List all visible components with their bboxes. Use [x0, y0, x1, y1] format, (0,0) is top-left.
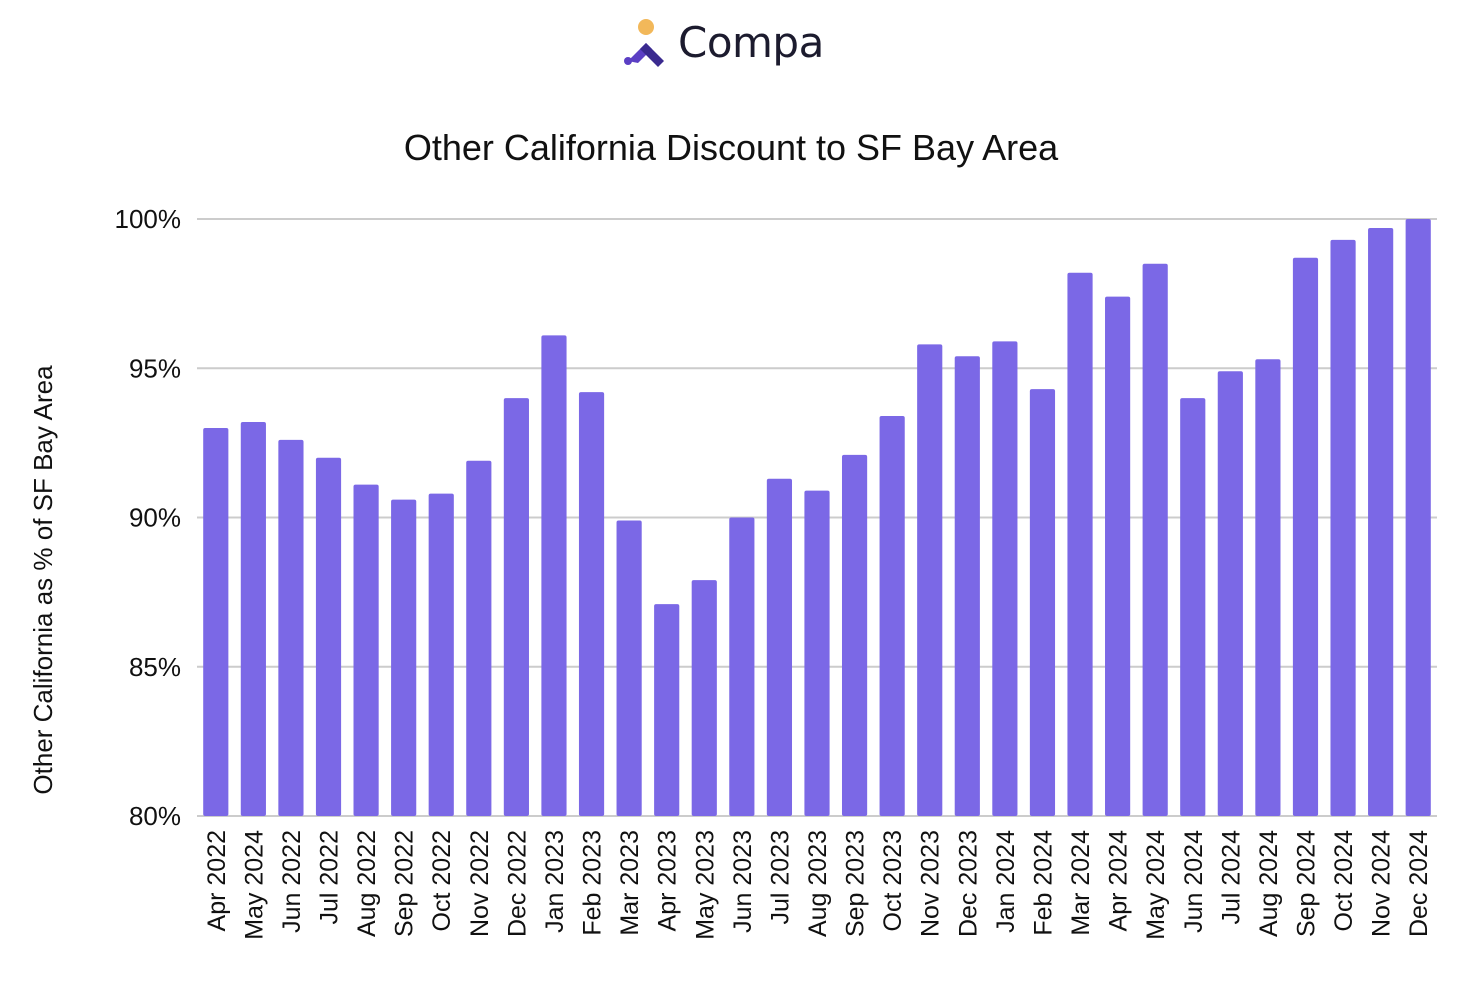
bar: [1330, 239, 1356, 816]
x-tick-label: Nov 2024: [1368, 830, 1396, 937]
x-tick-label: Feb 2024: [1029, 830, 1057, 936]
y-tick-label: 90%: [129, 503, 181, 533]
x-tick-label: Feb 2023: [579, 830, 607, 936]
x-tick-label: Aug 2022: [353, 830, 381, 937]
x-tick-label: Oct 2022: [428, 830, 456, 931]
bar: [729, 517, 755, 816]
bar: [353, 484, 379, 816]
y-tick-label: 95%: [129, 353, 181, 383]
x-tick-label: May 2024: [1142, 830, 1170, 940]
x-tick-label: Jun 2024: [1180, 830, 1208, 933]
x-tick-label: Jul 2023: [766, 830, 794, 925]
bar: [1217, 371, 1243, 816]
chart-title: Other California Discount to SF Bay Area: [404, 127, 1059, 168]
bar: [391, 499, 417, 816]
x-tick-label: Sep 2022: [391, 830, 419, 937]
bar: [1029, 389, 1056, 816]
bar: [240, 421, 266, 816]
bar: [766, 478, 793, 816]
bar: [428, 493, 454, 816]
x-tick-label: Mar 2023: [616, 830, 644, 936]
bar: [917, 344, 943, 816]
compa-logo-icon: [624, 19, 664, 67]
bar: [203, 427, 229, 816]
bar: [1067, 272, 1093, 817]
x-tick-label: May 2023: [691, 830, 719, 940]
x-tick-label: Jun 2023: [729, 830, 757, 933]
x-tick-label: Sep 2024: [1292, 830, 1320, 937]
bar: [503, 398, 529, 816]
bar: [1292, 257, 1319, 816]
y-axis-ticks: 80% 85% 90% 95% 100%: [115, 204, 182, 831]
x-tick-label: Apr 2023: [654, 830, 682, 931]
bars: [203, 219, 1431, 817]
y-axis-label: Other California as % of SF Bay Area: [28, 365, 58, 795]
x-tick-label: Jun 2022: [278, 830, 306, 933]
bar: [1255, 359, 1281, 816]
x-tick-label: Apr 2024: [1105, 830, 1133, 932]
bar: [1142, 263, 1168, 816]
x-tick-label: Oct 2023: [879, 830, 907, 931]
x-tick-label: Aug 2024: [1255, 830, 1283, 937]
bar: [466, 460, 492, 816]
bar: [691, 580, 717, 816]
x-tick-label: Mar 2024: [1067, 830, 1095, 936]
brand-name: Compa: [678, 17, 824, 67]
x-tick-label: Jan 2023: [541, 830, 569, 933]
y-tick-label: 85%: [129, 652, 181, 682]
bar: [1368, 227, 1394, 816]
bar: [315, 457, 342, 816]
bar: [1105, 296, 1131, 816]
x-tick-label: Dec 2024: [1405, 830, 1433, 937]
bar: [879, 416, 905, 816]
bar: [992, 341, 1018, 816]
bar: [578, 392, 605, 816]
x-tick-label: Dec 2022: [503, 830, 531, 937]
x-tick-label: Aug 2023: [804, 830, 832, 937]
bar: [1405, 219, 1431, 816]
bar: [616, 520, 642, 816]
bar: [954, 356, 980, 816]
bar: [804, 490, 830, 816]
y-tick-label: 100%: [115, 204, 182, 234]
bar: [841, 454, 868, 816]
bar: [278, 439, 304, 816]
bar: [1180, 398, 1206, 816]
compa-logo: Compa: [620, 12, 824, 72]
bar: [654, 604, 680, 816]
x-tick-label: Sep 2023: [842, 830, 870, 937]
x-tick-label: Nov 2022: [466, 830, 494, 937]
x-tick-label: Nov 2023: [917, 830, 945, 937]
x-tick-label: Apr 2022: [203, 830, 231, 931]
x-tick-label: Oct 2024: [1330, 830, 1358, 932]
bar: [541, 335, 567, 816]
y-tick-label: 80%: [129, 801, 181, 831]
x-tick-label: Jul 2022: [316, 830, 344, 925]
x-tick-label: Jan 2024: [992, 830, 1020, 933]
x-tick-label: Dec 2023: [954, 830, 982, 937]
x-axis-ticks: Apr 2022 May 2024 Jun 2022 Jul 2022 Aug 2022…: [203, 830, 1433, 940]
x-tick-label: Jul 2024: [1217, 830, 1245, 925]
x-tick-label: May 2024: [240, 830, 268, 940]
